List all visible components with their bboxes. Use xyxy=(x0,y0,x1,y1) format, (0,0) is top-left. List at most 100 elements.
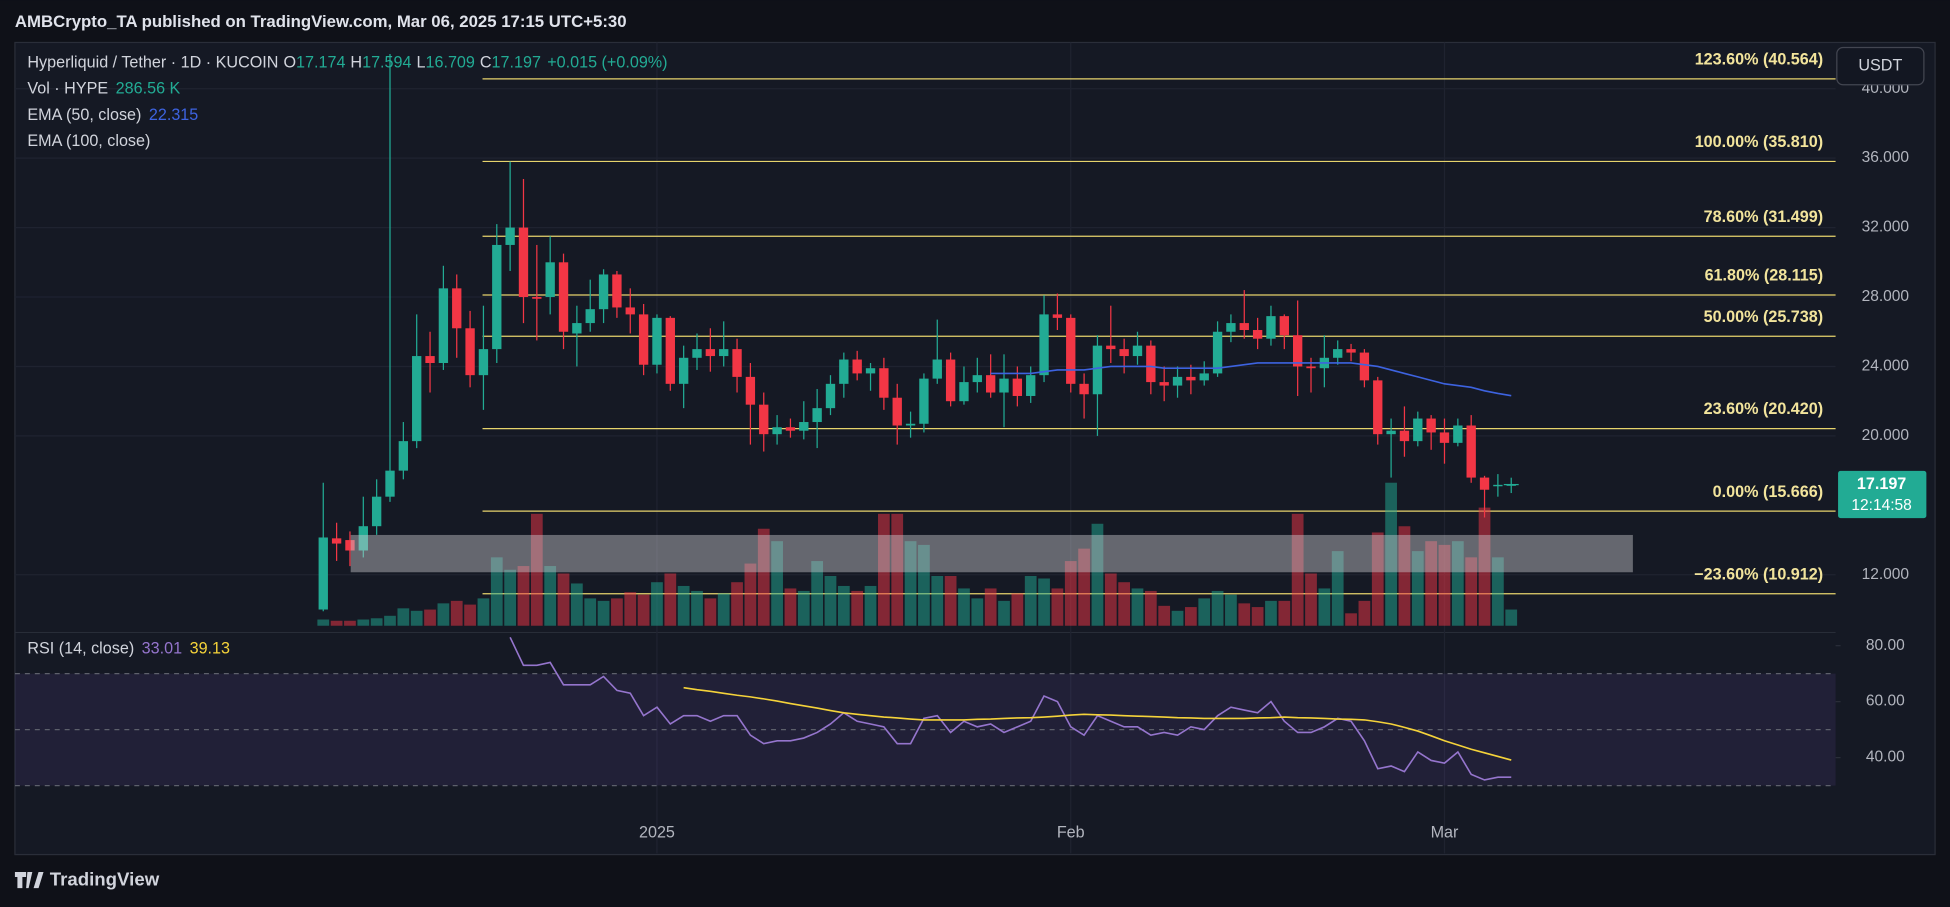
ema50-legend: EMA (50, close) 22.315 xyxy=(27,106,198,124)
volume-bar xyxy=(397,608,410,626)
volume-bar xyxy=(544,566,557,626)
volume-bar xyxy=(1131,588,1144,626)
candle-body xyxy=(1052,314,1063,318)
candle-body xyxy=(865,368,876,374)
volume-bar xyxy=(1505,609,1518,626)
volume-bar xyxy=(611,598,623,626)
rsi-tick-label: 40.00 xyxy=(1866,749,1905,766)
volume-bar xyxy=(878,513,890,626)
volume-bar xyxy=(851,590,864,626)
candle-body xyxy=(558,262,569,332)
candle-body xyxy=(532,297,542,299)
volume-bar xyxy=(1318,588,1331,626)
volume-bar xyxy=(784,588,797,626)
y-tick-label: 24.000 xyxy=(1862,358,1910,375)
candle-body xyxy=(1079,383,1089,395)
candle-body xyxy=(572,323,582,334)
candle-body xyxy=(1119,349,1129,357)
rsi-tick-label: 80.00 xyxy=(1866,637,1905,654)
candle-body xyxy=(1199,373,1209,381)
candle-body xyxy=(398,441,409,471)
candle-body xyxy=(1466,425,1476,478)
symbol: Hyperliquid / Tether · 1D · KUCOIN xyxy=(27,54,278,72)
volume-bar xyxy=(1438,544,1451,626)
logo-mark xyxy=(14,871,44,889)
volume-bar xyxy=(1331,551,1344,626)
volume-bar xyxy=(971,598,984,626)
candle-body xyxy=(318,537,328,610)
candle-body xyxy=(1306,366,1316,369)
candle-body xyxy=(1092,345,1103,395)
fib-label: 23.60% (20.420) xyxy=(1704,400,1823,418)
rsi-tick-label: 60.00 xyxy=(1866,693,1905,710)
candle-body xyxy=(1359,352,1370,381)
l-val: 16.709 xyxy=(425,54,474,72)
candle-body xyxy=(638,314,649,365)
candle-body xyxy=(919,378,929,424)
candle-body xyxy=(438,288,449,364)
fib-label: 123.60% (40.564) xyxy=(1695,51,1823,69)
symbol-legend: Hyperliquid / Tether · 1D · KUCOIN O17.17… xyxy=(27,54,667,72)
volume-bar xyxy=(1078,548,1090,626)
volume-bar xyxy=(437,603,450,626)
tv-logo xyxy=(14,871,44,889)
h-val: 17.594 xyxy=(362,54,411,72)
fib-label: −23.60% (10.912) xyxy=(1694,565,1823,583)
overlay: 12.000 20.000 24.000 28.000 32.000 36.000 40.0… xyxy=(639,46,1927,842)
volume-bar xyxy=(410,610,423,626)
candle-body xyxy=(1386,430,1396,435)
candle-body xyxy=(1439,432,1450,443)
candle-body xyxy=(678,357,689,384)
volume-bar xyxy=(771,541,783,626)
candle-body xyxy=(1252,330,1263,339)
candle-body xyxy=(972,375,982,383)
candle-body xyxy=(1212,331,1223,374)
candle-body xyxy=(812,408,822,423)
candle-body xyxy=(745,376,756,405)
volume-bar xyxy=(1251,607,1264,626)
candle-body xyxy=(905,423,916,426)
footer-brand: TradingView xyxy=(50,869,160,890)
last-price: 17.197 xyxy=(1857,475,1906,493)
candle-body xyxy=(598,274,609,310)
candle-body xyxy=(852,359,862,374)
candle-body xyxy=(945,359,956,402)
candle-body xyxy=(1453,425,1463,443)
candle-body xyxy=(732,349,742,377)
ema100-legend: EMA (100, close) xyxy=(27,132,150,150)
candle-body xyxy=(1066,317,1076,384)
volume-bar xyxy=(704,598,717,626)
candle-body xyxy=(799,422,809,431)
volume-bar xyxy=(1238,603,1251,626)
rsi-ma-line xyxy=(683,686,1512,761)
volume-bar xyxy=(744,563,757,626)
volume-bar xyxy=(1024,575,1037,626)
candle-body xyxy=(625,307,635,315)
candle-body xyxy=(425,356,435,364)
volume-bar xyxy=(557,573,570,626)
volume-bar xyxy=(1185,607,1197,626)
volume-bar xyxy=(344,620,356,626)
currency-button[interactable] xyxy=(1836,46,1925,86)
countdown: 12:14:58 xyxy=(1851,497,1911,514)
volume-bar xyxy=(1225,594,1237,626)
volume-bar xyxy=(1398,526,1411,626)
volume-bar xyxy=(797,590,810,626)
volume-bar xyxy=(958,588,970,626)
candle-body xyxy=(1346,349,1356,353)
candle-body xyxy=(1292,335,1303,367)
candle-body xyxy=(412,356,422,442)
x-tick-label: 2025 xyxy=(639,824,675,842)
volume-bar xyxy=(1425,541,1438,626)
volume-bar xyxy=(891,513,904,626)
candle-body xyxy=(1159,382,1169,386)
candle-body xyxy=(665,317,675,384)
c-val: 17.197 xyxy=(492,54,541,72)
candle-body xyxy=(705,349,716,357)
y-tick-label: 20.000 xyxy=(1862,427,1910,444)
volume-bar xyxy=(1011,593,1024,626)
candle-body xyxy=(345,540,355,551)
volume-bar xyxy=(370,618,383,626)
volume-name: Vol · HYPE xyxy=(27,80,108,98)
volume-bar xyxy=(1038,578,1050,626)
